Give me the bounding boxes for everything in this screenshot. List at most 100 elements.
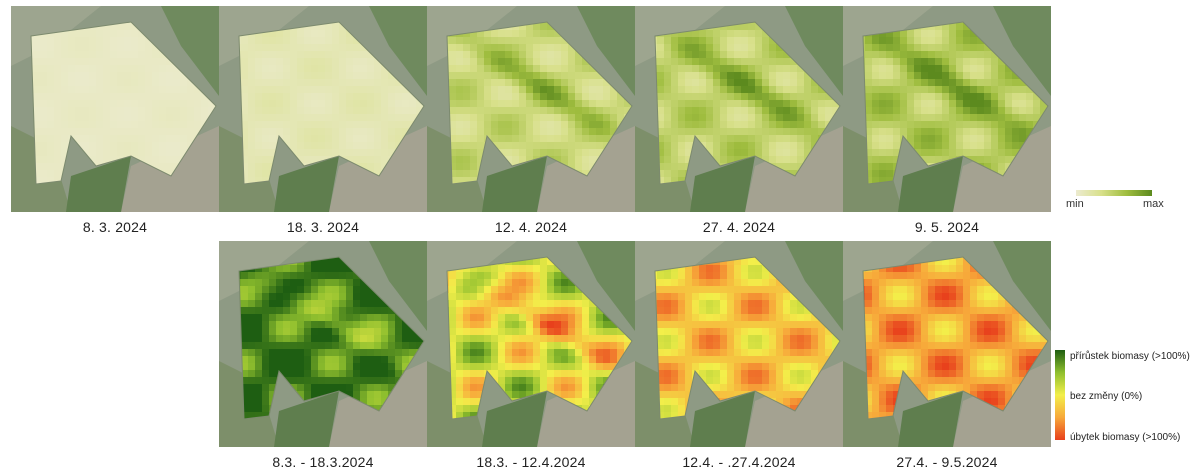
raster-cell <box>187 86 194 93</box>
raster-cell <box>124 142 131 149</box>
raster-cell <box>575 128 582 135</box>
raster-cell <box>131 37 138 44</box>
raster-cell <box>318 23 325 30</box>
raster-cell <box>561 279 568 286</box>
raster-cell <box>519 265 526 272</box>
raster-cell <box>790 135 797 142</box>
raster-cell <box>970 135 977 142</box>
raster-cell <box>138 135 145 142</box>
raster-cell <box>582 300 589 307</box>
raster-cell <box>491 307 498 314</box>
raster-cell <box>325 370 332 377</box>
raster-cell <box>470 142 477 149</box>
raster-cell <box>692 30 699 37</box>
raster-cell <box>96 114 103 121</box>
raster-cell <box>353 149 360 156</box>
raster-cell <box>991 128 998 135</box>
raster-cell <box>346 93 353 100</box>
raster-cell <box>797 135 804 142</box>
raster-cell <box>589 307 596 314</box>
raster-cell <box>470 335 477 342</box>
raster-cell <box>470 114 477 121</box>
raster-cell <box>589 328 596 335</box>
raster-cell <box>138 86 145 93</box>
raster-cell <box>248 79 255 86</box>
raster-cell <box>477 149 484 156</box>
background-field <box>482 156 547 212</box>
raster-cell <box>685 44 692 51</box>
raster-cell <box>685 72 692 79</box>
raster-cell <box>456 177 463 184</box>
raster-cell <box>241 391 248 398</box>
raster-cell <box>33 135 40 142</box>
raster-cell <box>769 37 776 44</box>
raster-cell <box>664 163 671 170</box>
raster-cell <box>928 72 935 79</box>
raster-cell <box>547 328 554 335</box>
raster-cell <box>477 335 484 342</box>
raster-cell <box>769 107 776 114</box>
raster-cell <box>449 286 456 293</box>
raster-cell <box>526 370 533 377</box>
raster-cell <box>692 37 699 44</box>
raster-cell <box>367 377 374 384</box>
raster-cell <box>603 100 610 107</box>
raster-cell <box>145 58 152 65</box>
raster-cell <box>734 79 741 86</box>
raster-cell <box>540 293 547 300</box>
raster-cell <box>409 328 416 335</box>
raster-cell <box>519 72 526 79</box>
raster-cell <box>956 114 963 121</box>
raster-cell <box>145 100 152 107</box>
raster-cell <box>491 107 498 114</box>
raster-cell <box>935 121 942 128</box>
raster-cell <box>491 128 498 135</box>
raster-cell <box>33 107 40 114</box>
raster-cell <box>699 121 706 128</box>
raster-cell <box>865 121 872 128</box>
raster-cell <box>491 114 498 121</box>
raster-cell <box>582 156 589 163</box>
raster-cell <box>942 65 949 72</box>
raster-cell <box>603 93 610 100</box>
raster-cell <box>671 86 678 93</box>
raster-cell <box>110 142 117 149</box>
raster-cell <box>346 307 353 314</box>
raster-cell <box>339 363 346 370</box>
raster-cell <box>262 163 269 170</box>
raster-cell <box>505 370 512 377</box>
raster-cell <box>255 398 262 405</box>
raster-cell <box>825 100 832 107</box>
raster-cell <box>769 135 776 142</box>
raster-cell <box>297 335 304 342</box>
raster-cell <box>671 79 678 86</box>
raster-cell <box>568 135 575 142</box>
raster-cell <box>540 335 547 342</box>
raster-cell <box>664 128 671 135</box>
raster-cell <box>519 142 526 149</box>
raster-cell <box>332 300 339 307</box>
raster-cell <box>491 79 498 86</box>
field-boundary <box>238 21 425 185</box>
raster-cell <box>456 328 463 335</box>
raster-cell <box>255 405 262 412</box>
raster-cell <box>61 135 68 142</box>
raster-cell <box>505 100 512 107</box>
raster-cell <box>360 321 367 328</box>
raster-cell <box>865 93 872 100</box>
raster-cell <box>526 377 533 384</box>
raster-cell <box>977 65 984 72</box>
raster-cell <box>290 100 297 107</box>
raster-cell <box>949 100 956 107</box>
raster-cell <box>311 279 318 286</box>
raster-cell <box>367 156 374 163</box>
raster-cell <box>505 44 512 51</box>
raster-cell <box>346 100 353 107</box>
raster-cell <box>963 65 970 72</box>
raster-cell <box>318 265 325 272</box>
raster-cell <box>463 342 470 349</box>
raster-cell <box>89 65 96 72</box>
raster-cell <box>449 314 456 321</box>
raster-cell <box>297 37 304 44</box>
raster-cell <box>533 30 540 37</box>
